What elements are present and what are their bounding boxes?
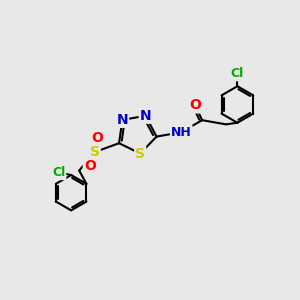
- Text: S: S: [90, 145, 100, 159]
- Text: NH: NH: [171, 126, 192, 139]
- Text: O: O: [91, 130, 103, 145]
- Text: Cl: Cl: [52, 166, 65, 179]
- Text: Cl: Cl: [231, 68, 244, 80]
- Text: N: N: [116, 113, 128, 127]
- Text: N: N: [140, 109, 151, 123]
- Text: O: O: [84, 159, 96, 173]
- Text: S: S: [135, 146, 145, 161]
- Text: O: O: [189, 98, 201, 112]
